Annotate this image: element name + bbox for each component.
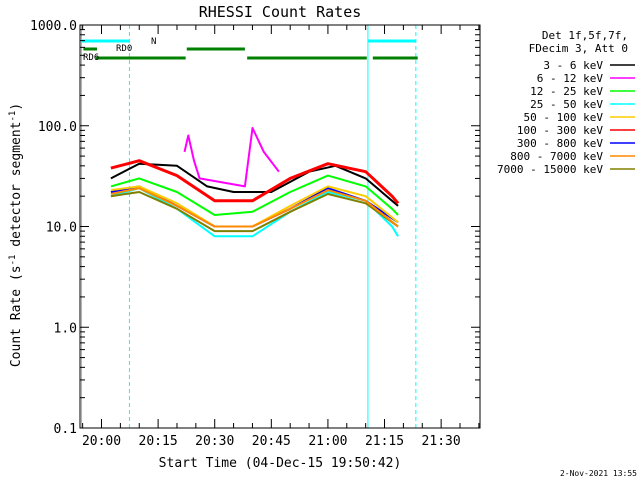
legend-entry-label: 6 - 12 keV [537, 72, 604, 85]
y-axis-label: Count Rate (s-1 detector segment-1) [8, 103, 24, 367]
x-axis-label: Start Time (04-Dec-15 19:50:42) [159, 456, 402, 471]
y-tick-label: 100.0 [38, 120, 77, 135]
y-tick-label: 1.0 [54, 321, 77, 336]
legend-entry-label: 25 - 50 keV [530, 98, 603, 111]
legend-entry-label: 800 - 7000 keV [510, 150, 603, 163]
axes: 0.1 1.0 10.0 100.0 1000.0 20:00 20:15 20:30 20:4… [30, 19, 480, 449]
legend-header-line: Det 1f,5f,7f, [542, 29, 628, 42]
x-tick-label: 20:00 [82, 434, 121, 449]
series-line [110, 174, 399, 216]
legend-entry-label: 7000 - 15000 keV [497, 163, 603, 176]
legend-entry-label: 12 - 25 keV [530, 85, 603, 98]
legend-header-line: FDecim 3, Att 0 [529, 42, 628, 55]
x-tick-label: 20:15 [139, 434, 178, 449]
flag-bar-label: RD0 [116, 44, 132, 54]
series-line [110, 187, 399, 228]
legend-entry-label: 3 - 6 keV [543, 59, 603, 72]
series-line [110, 162, 399, 207]
flag-bars: N RD0 RD6 [81, 37, 418, 63]
x-tick-label: 20:45 [252, 434, 291, 449]
chart-title: RHESSI Count Rates [199, 3, 362, 21]
y-tick-label: 10.0 [46, 221, 77, 236]
plot-frame [79, 24, 481, 429]
y-tick-label: 0.1 [54, 422, 77, 437]
series-layer [110, 127, 400, 238]
legend-entry-label: 100 - 300 keV [517, 124, 603, 137]
date-stamp: 2-Nov-2021 13:55 [560, 469, 637, 478]
series-line [110, 159, 400, 205]
series-line [183, 127, 280, 188]
flag-bar-label: N [151, 37, 156, 47]
flag-bar-label: RD6 [83, 53, 99, 63]
x-tick-label: 21:30 [422, 434, 461, 449]
x-tick-label: 20:30 [195, 434, 234, 449]
series-line [110, 191, 399, 233]
legend-entry-label: 50 - 100 keV [524, 111, 604, 124]
y-tick-label: 1000.0 [30, 19, 77, 34]
x-tick-label: 21:00 [308, 434, 347, 449]
legend-entry-label: 300 - 800 keV [517, 137, 603, 150]
x-tick-label: 21:15 [365, 434, 404, 449]
